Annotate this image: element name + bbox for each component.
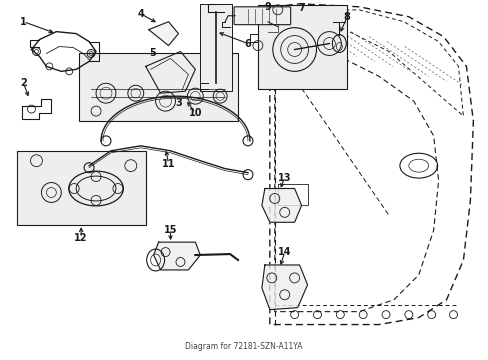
Text: 9: 9 [264,2,271,12]
Text: 10: 10 [188,108,202,118]
Bar [17,151,145,225]
Text: 4: 4 [137,9,144,19]
Text: 5: 5 [149,49,156,58]
Polygon shape [262,265,307,310]
Bar [257,5,346,89]
Text: 15: 15 [163,225,177,235]
Text: Diagram for 72181-SZN-A11YA: Diagram for 72181-SZN-A11YA [185,342,302,351]
Bar [200,4,232,91]
Text: 1: 1 [20,17,27,27]
Bar [79,54,238,121]
Text: 8: 8 [343,12,350,22]
Text: 11: 11 [162,159,175,169]
Polygon shape [262,189,301,222]
Text: 3: 3 [175,98,182,108]
FancyBboxPatch shape [234,7,290,25]
Text: 14: 14 [277,247,291,257]
Text: 2: 2 [20,78,27,88]
Text: 7: 7 [298,3,305,13]
Polygon shape [148,22,178,45]
Text: 6: 6 [244,39,251,49]
Bar [277,184,307,206]
Polygon shape [153,242,200,270]
Text: 13: 13 [277,172,291,183]
Text: 12: 12 [74,233,88,243]
